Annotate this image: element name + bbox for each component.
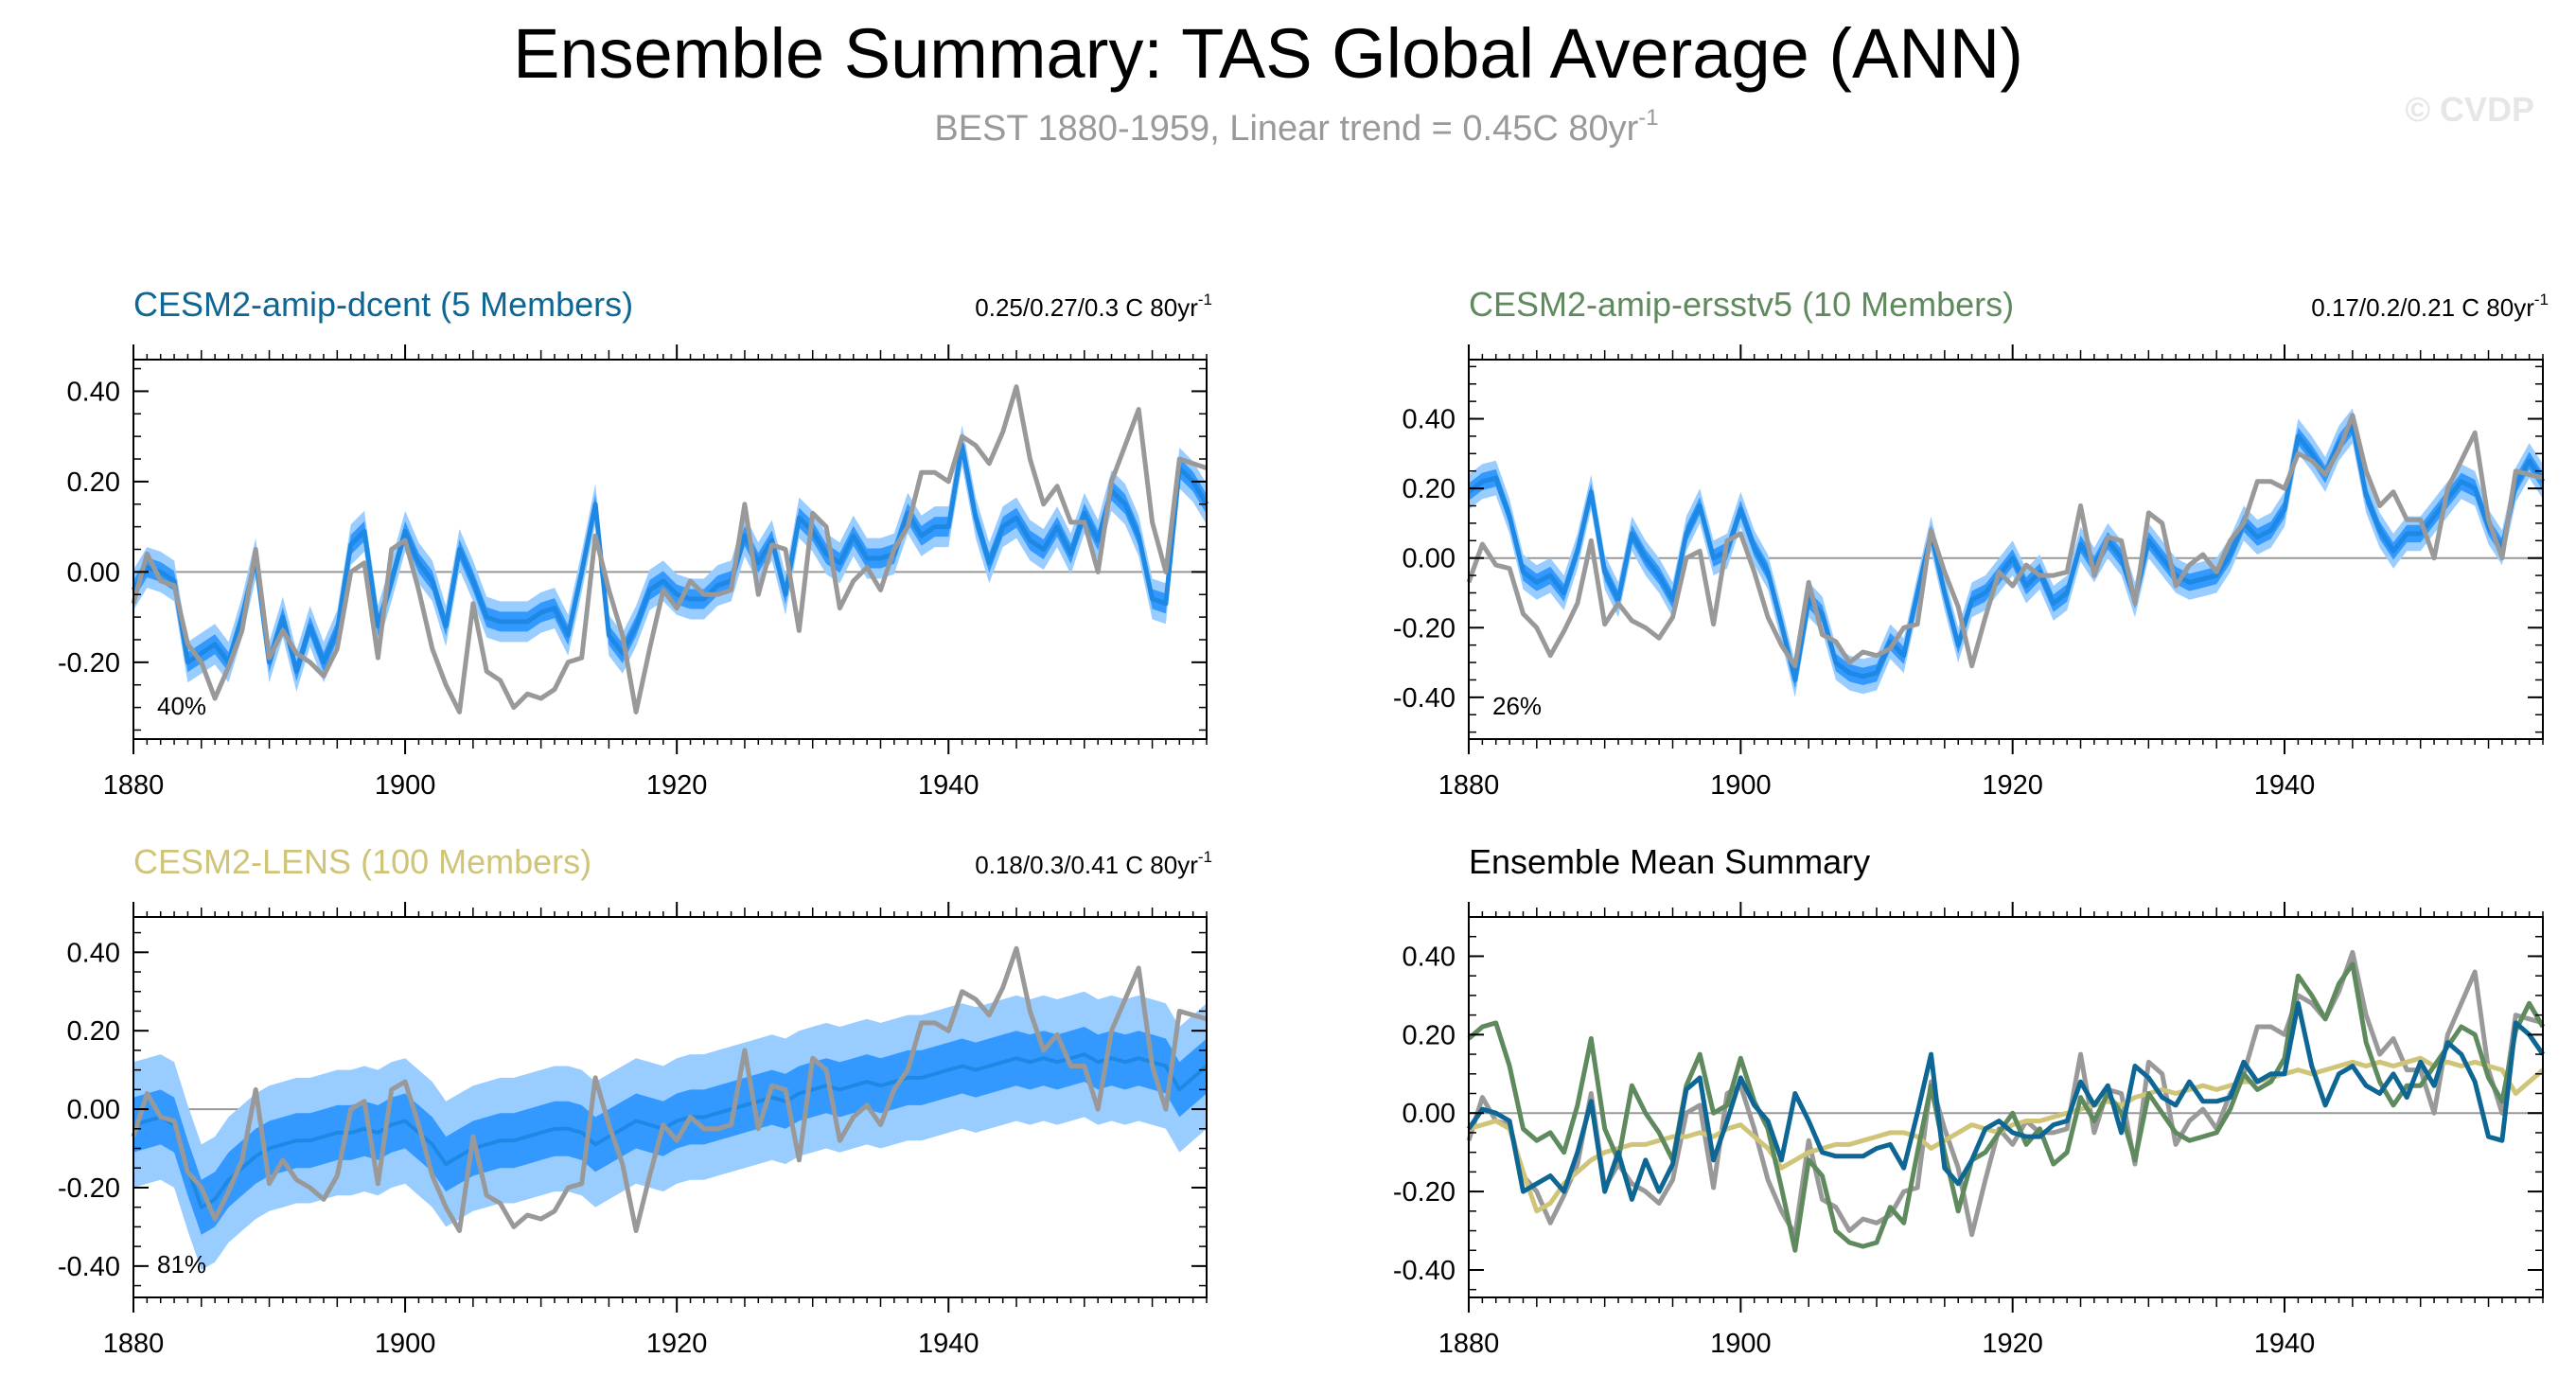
series-ensemble-mean <box>132 1052 1209 1209</box>
figure-subtitle-text: BEST 1880-1959, Linear trend = 0.45C 80y… <box>934 109 1638 149</box>
x-tick-label: 1920 <box>646 770 708 801</box>
y-tick-label: -0.20 <box>1393 613 1456 644</box>
y-tick-label: 0.40 <box>67 938 120 968</box>
y-tick-label: 0.20 <box>1403 1020 1456 1050</box>
x-tick-label: 1920 <box>1982 770 2043 801</box>
panel-trend-sup: -1 <box>1198 848 1212 866</box>
series-ersstv5 <box>1467 961 2546 1253</box>
x-tick-label: 1880 <box>103 770 165 801</box>
y-tick-label: 0.00 <box>67 1095 120 1125</box>
panels: CESM2-amip-dcent (5 Members) 0.25/0.27/0.… <box>58 285 2549 1359</box>
y-tick-label: 0.00 <box>1403 544 1456 574</box>
panel-trend-sup: -1 <box>1198 291 1212 309</box>
y-tick-label: 0.20 <box>67 467 120 498</box>
panel-trend: 0.17/0.2/0.21 C 80yr-1 <box>2311 291 2549 322</box>
figure-subtitle: BEST 1880-1959, Linear trend = 0.45C 80y… <box>934 105 1658 149</box>
series-observed <box>1466 413 2544 669</box>
x-tick-label: 1940 <box>2254 1329 2316 1359</box>
panel-bottom-right: Ensemble Mean Summary -0.40 -0.20 0.00 0.20 0… <box>1393 842 2546 1359</box>
plot-frame <box>132 916 1208 1298</box>
band-outer <box>1469 408 2543 697</box>
x-tick-label: 1880 <box>1438 1329 1500 1359</box>
y-tick-label: -0.20 <box>58 1173 120 1204</box>
series-observed <box>1466 949 2544 1238</box>
x-tick-label: 1900 <box>375 1329 436 1359</box>
plot-frame <box>1468 916 2544 1298</box>
panel-trend-sup: -1 <box>2534 291 2549 309</box>
x-tick-label: 1920 <box>1982 1329 2043 1359</box>
percent-label: 40% <box>157 692 206 720</box>
x-tick-label: 1940 <box>918 1329 979 1359</box>
x-tick-label: 1900 <box>1710 1329 1772 1359</box>
series-observed <box>131 945 1208 1233</box>
panel-title: CESM2-amip-ersstv5 (10 Members) <box>1469 285 2014 324</box>
y-tick-label: 0.40 <box>1403 405 1456 435</box>
watermark: © CVDP <box>2405 90 2534 129</box>
panel-trend-text: 0.17/0.2/0.21 C 80yr <box>2311 293 2534 322</box>
y-tick-label: -0.40 <box>1393 1256 1456 1286</box>
y-tick-label: 0.20 <box>67 1016 120 1047</box>
y-tick-label: -0.40 <box>58 1252 120 1282</box>
series-ensemble-mean <box>1467 423 2546 682</box>
panel-title: CESM2-amip-dcent (5 Members) <box>133 285 633 324</box>
panel-top-right: CESM2-amip-ersstv5 (10 Members) 0.17/0.2/… <box>1393 285 2549 801</box>
y-tick-label: 0.40 <box>67 377 120 407</box>
series-ensemble-mean <box>131 443 1209 674</box>
y-tick-label: -0.20 <box>1393 1177 1456 1208</box>
figure-title: Ensemble Summary: TAS Global Average (AN… <box>513 14 2023 93</box>
plot-frame <box>1468 359 2544 740</box>
panel-trend-text: 0.18/0.3/0.41 C 80yr <box>975 851 1198 879</box>
percent-label: 26% <box>1492 692 1542 720</box>
y-tick-label: 0.00 <box>67 557 120 588</box>
x-tick-label: 1880 <box>1438 770 1500 801</box>
series-dcent <box>1466 1000 2546 1202</box>
x-tick-label: 1880 <box>103 1329 165 1359</box>
panel-title: CESM2-LENS (100 Members) <box>133 842 591 881</box>
x-tick-label: 1900 <box>375 770 436 801</box>
x-tick-label: 1920 <box>646 1329 708 1359</box>
panel-trend: 0.25/0.27/0.3 C 80yr-1 <box>975 291 1212 322</box>
panel-bottom-left: CESM2-LENS (100 Members) 0.18/0.3/0.41 C … <box>58 842 1212 1359</box>
panel-trend-text: 0.25/0.27/0.3 C 80yr <box>975 293 1198 322</box>
x-tick-label: 1940 <box>2254 770 2316 801</box>
x-tick-label: 1940 <box>918 770 979 801</box>
figure-subtitle-sup: -1 <box>1638 105 1658 131</box>
y-tick-label: -0.20 <box>58 648 120 679</box>
panel-title: Ensemble Mean Summary <box>1469 842 1870 881</box>
y-tick-label: -0.40 <box>1393 683 1456 714</box>
y-tick-label: 0.00 <box>1403 1099 1456 1129</box>
x-tick-label: 1900 <box>1710 770 1772 801</box>
panel-trend: 0.18/0.3/0.41 C 80yr-1 <box>975 848 1212 879</box>
series-observed <box>131 384 1208 714</box>
percent-label: 81% <box>157 1250 206 1278</box>
y-tick-label: 0.20 <box>1403 474 1456 504</box>
panel-top-left: CESM2-amip-dcent (5 Members) 0.25/0.27/0.… <box>58 285 1212 801</box>
y-tick-label: 0.40 <box>1403 942 1456 972</box>
